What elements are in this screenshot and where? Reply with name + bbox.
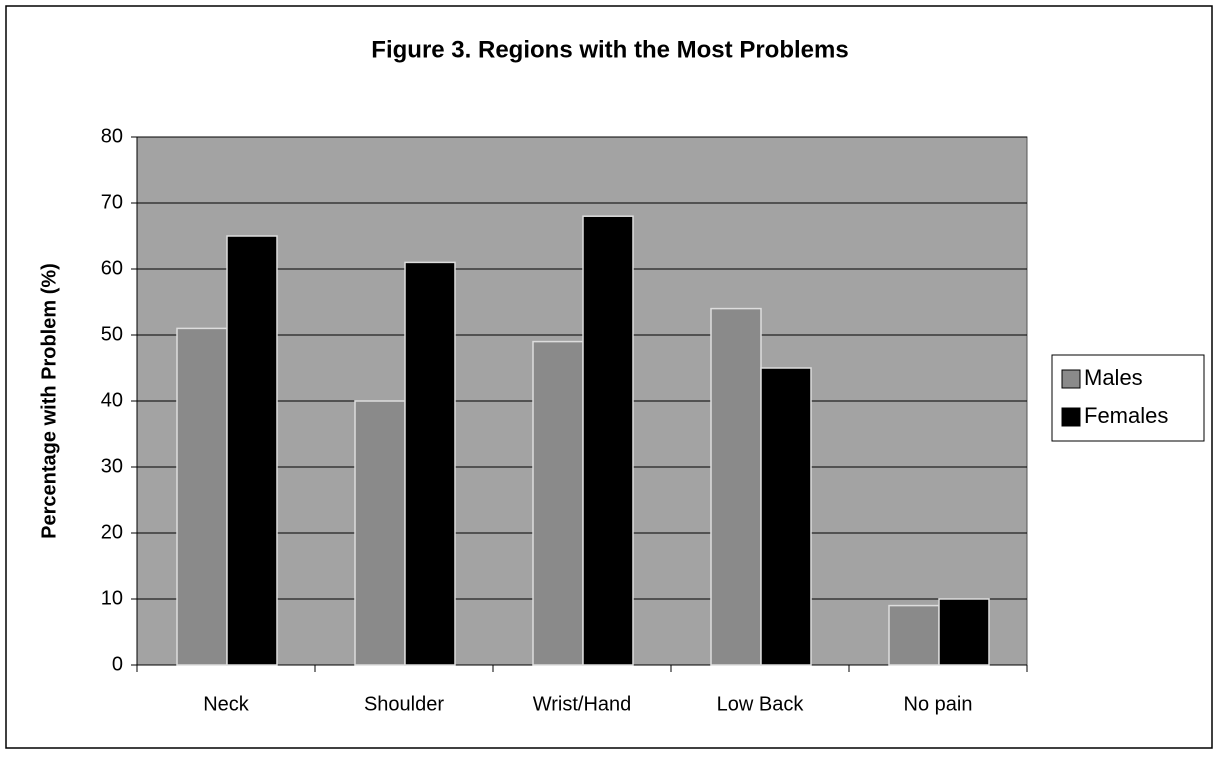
legend-swatch — [1061, 407, 1081, 427]
y-tick-label: 30 — [101, 455, 123, 477]
bar — [582, 215, 634, 666]
bar — [888, 604, 940, 666]
y-tick-label: 10 — [101, 587, 123, 609]
bar — [710, 307, 762, 666]
bar — [354, 400, 406, 666]
x-tick-label: Neck — [203, 693, 250, 715]
x-tick-label: No pain — [904, 693, 973, 715]
y-tick-label: 20 — [101, 521, 123, 543]
legend-swatch — [1061, 369, 1081, 389]
x-tick-label: Wrist/Hand — [533, 693, 632, 715]
chart-title: Figure 3. Regions with the Most Problems — [371, 36, 848, 63]
legend-label: Males — [1084, 365, 1143, 390]
bar — [938, 598, 990, 666]
y-tick-label: 70 — [101, 191, 123, 213]
bar — [760, 367, 812, 666]
y-tick-label: 50 — [101, 323, 123, 345]
bar — [532, 340, 584, 666]
y-axis-label: Percentage with Problem (%) — [38, 263, 60, 539]
bar — [176, 327, 228, 666]
y-tick-label: 80 — [101, 125, 123, 147]
y-tick-label: 0 — [112, 653, 123, 675]
y-tick-label: 60 — [101, 257, 123, 279]
legend-box — [1051, 354, 1205, 442]
y-tick-label: 40 — [101, 389, 123, 411]
legend-label: Females — [1084, 403, 1168, 428]
x-tick-label: Low Back — [717, 693, 805, 715]
bar — [404, 261, 456, 666]
bar — [226, 235, 278, 666]
x-tick-label: Shoulder — [364, 693, 444, 715]
